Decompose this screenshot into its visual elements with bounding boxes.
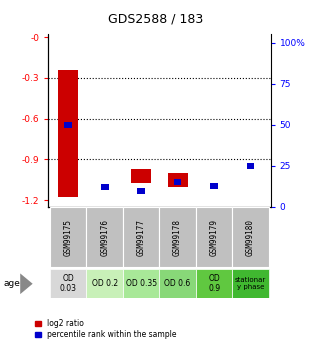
Text: OD
0.03: OD 0.03 <box>60 274 77 294</box>
Bar <box>64 122 72 128</box>
Bar <box>131 169 151 183</box>
Legend: log2 ratio, percentile rank within the sample: log2 ratio, percentile rank within the s… <box>35 319 177 339</box>
Text: GSM99177: GSM99177 <box>137 219 146 256</box>
Bar <box>86 269 123 298</box>
Text: GSM99180: GSM99180 <box>246 219 255 256</box>
Text: stationar
y phase: stationar y phase <box>235 277 266 290</box>
Bar <box>210 183 218 189</box>
Bar <box>123 269 160 298</box>
Text: GSM99179: GSM99179 <box>210 219 219 256</box>
Text: GDS2588 / 183: GDS2588 / 183 <box>108 12 203 25</box>
Bar <box>101 184 109 190</box>
Text: GSM99178: GSM99178 <box>173 219 182 256</box>
Bar <box>247 163 254 169</box>
Bar <box>196 207 232 267</box>
Bar <box>160 269 196 298</box>
Text: OD
0.9: OD 0.9 <box>208 274 220 294</box>
Bar <box>232 269 269 298</box>
Bar <box>50 269 86 298</box>
Bar <box>174 179 181 185</box>
Text: OD 0.2: OD 0.2 <box>92 279 118 288</box>
Polygon shape <box>20 273 33 294</box>
Bar <box>58 70 78 197</box>
Bar <box>168 173 188 187</box>
Bar <box>137 188 145 194</box>
Bar <box>86 207 123 267</box>
Text: GSM99175: GSM99175 <box>64 219 73 256</box>
Text: GSM99176: GSM99176 <box>100 219 109 256</box>
Bar <box>232 207 269 267</box>
Bar <box>123 207 160 267</box>
Bar <box>50 207 86 267</box>
Bar <box>196 269 232 298</box>
Text: OD 0.6: OD 0.6 <box>165 279 191 288</box>
Text: OD 0.35: OD 0.35 <box>126 279 157 288</box>
Text: age: age <box>3 279 20 288</box>
Bar <box>160 207 196 267</box>
